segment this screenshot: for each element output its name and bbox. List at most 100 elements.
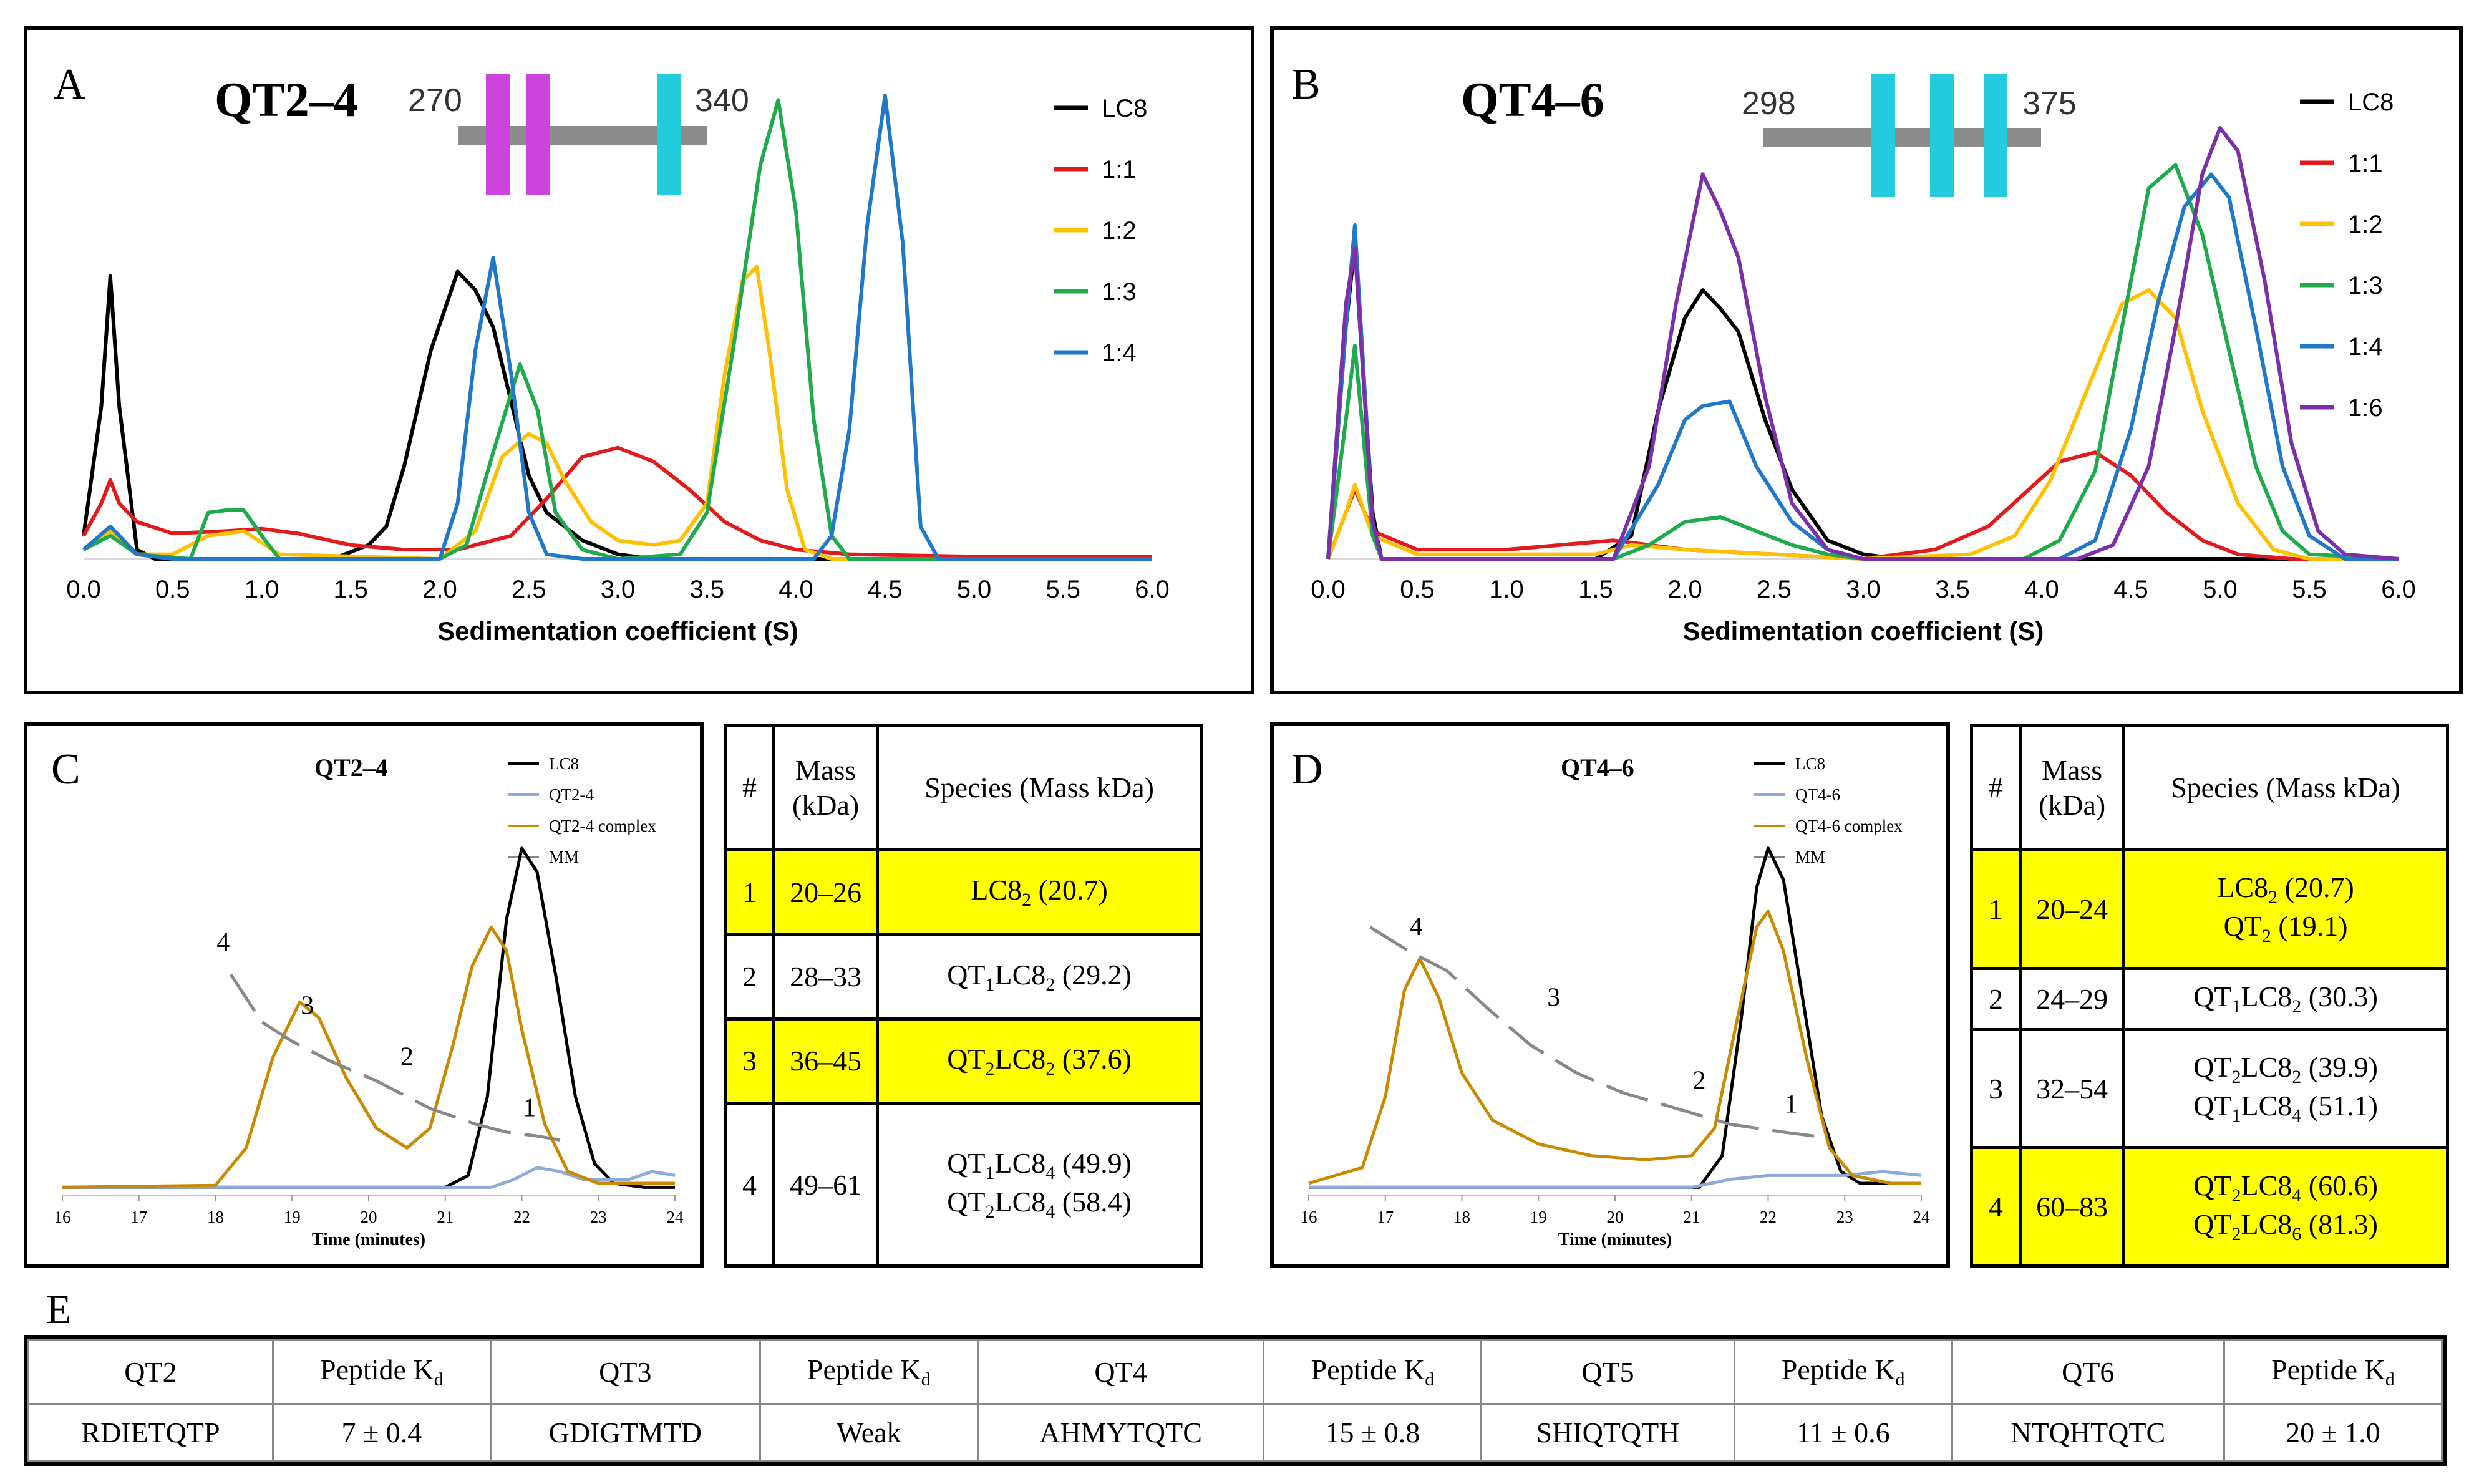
schema-motif-box — [657, 74, 681, 195]
schema-start: 270 — [408, 82, 462, 119]
legend-entry: QT2-4 — [549, 785, 594, 804]
peptide-table-frame — [24, 1335, 2447, 1466]
peak-label: 3 — [1547, 984, 1560, 1012]
panel-e-letter: E — [46, 1287, 72, 1332]
table-row: 4 49–61 QT1LC84 (49.9) QT2LC84 (58.4) — [723, 1102, 1203, 1268]
legend-entry: QT4-6 complex — [1795, 817, 1903, 835]
series-line-1-1 — [82, 445, 1152, 559]
row-mass: 28–33 — [772, 933, 880, 1021]
x-tick-label: 0.0 — [66, 576, 101, 603]
row-mass: 32–54 — [2019, 1027, 2126, 1150]
row-mass: 60–83 — [2019, 1146, 2126, 1268]
x-tick-label: 23 — [1836, 1208, 1853, 1226]
series-line-lc8 — [82, 269, 1152, 561]
panel-d-title: QT4–6 — [1561, 754, 1634, 782]
row-species: QT2LC82 (37.6) — [876, 1017, 1203, 1105]
x-tick-label: 24 — [667, 1208, 684, 1226]
legend-entry: 1:1 — [1102, 156, 1137, 183]
table-row: 2 24–29 QT1LC82 (30.3) — [1969, 966, 2449, 1031]
table-row: 1 20–26 LC82 (20.7) — [723, 848, 1203, 936]
x-axis-label: Sedimentation coefficient (S) — [437, 616, 798, 646]
x-tick-label: 0.5 — [155, 576, 190, 603]
x-tick-label: 21 — [1683, 1208, 1700, 1226]
x-tick-label: 17 — [130, 1208, 147, 1226]
x-tick-label: 2.0 — [422, 576, 457, 603]
legend-c: LC8 QT2-4 QT2-4 complex MM — [508, 754, 656, 866]
row-mass: 20–24 — [2019, 848, 2126, 970]
peptide-sequence: AHMYTQTC — [976, 1403, 1265, 1462]
table-row: 3 36–45 QT2LC82 (37.6) — [723, 1017, 1203, 1105]
row-species: QT1LC84 (49.9) QT2LC84 (58.4) — [876, 1102, 1203, 1268]
panel-c: C QT2–4 LC8 QT2-4 QT2-4 complex MM 16 17 18 19… — [24, 722, 704, 1268]
row-species: QT1LC82 (30.3) — [2122, 966, 2449, 1031]
row-species: QT1LC82 (29.2) — [876, 933, 1203, 1021]
table-row: 3 32–54 QT2LC82 (39.9) QT1LC84 (51.1) — [1969, 1027, 2449, 1150]
panel-c-title: QT2–4 — [314, 754, 388, 782]
x-tick-label: 4.5 — [2113, 576, 2148, 603]
schema-end: 375 — [2022, 85, 2077, 122]
peak-label: 2 — [400, 1042, 414, 1071]
x-tick-label: 22 — [1760, 1208, 1777, 1226]
peptide-name: QT5 — [1480, 1338, 1735, 1405]
x-tick-label: 5.5 — [1045, 576, 1080, 603]
series-line-qt2-4-complex — [62, 925, 675, 1189]
peptide-kd: 11 ± 0.6 — [1733, 1403, 1953, 1462]
panel-d-chart: D QT4–6 LC8 QT4-6 QT4-6 complex MM 16 17 18 19… — [1291, 745, 1930, 1249]
peptide-sequence: GDIGTMTD — [489, 1403, 761, 1462]
kd-header: Peptide Kd — [1733, 1338, 1953, 1405]
series-line-1-1 — [1326, 450, 2399, 561]
x-tick-label: 3.5 — [689, 576, 724, 603]
x-tick-label: 19 — [1530, 1208, 1547, 1226]
row-mass: 20–26 — [772, 848, 880, 936]
legend-entry: 1:6 — [2348, 394, 2383, 422]
row-species: LC82 (20.7) QT2 (19.1) — [2122, 848, 2449, 970]
x-tick-label: 2.5 — [512, 576, 546, 603]
x-axis-label: Time (minutes) — [1558, 1230, 1672, 1249]
series-line-1-2 — [1326, 288, 2399, 561]
kd-header: Peptide Kd — [759, 1338, 979, 1405]
table-header-cell: Species (Mass kDa) — [2122, 724, 2449, 851]
legend-entry: QT4-6 — [1795, 785, 1840, 804]
x-tick-label: 22 — [513, 1208, 530, 1226]
peak-label: 2 — [1693, 1066, 1706, 1095]
schema-motif-box — [1871, 74, 1895, 197]
x-tick-label: 5.0 — [957, 576, 992, 603]
row-number: 4 — [1969, 1146, 2022, 1268]
x-tick-label: 1.5 — [1578, 576, 1613, 603]
peak-label: 4 — [216, 928, 230, 957]
x-tick-label: 6.0 — [1135, 576, 1170, 603]
x-tick-label: 18 — [1453, 1208, 1470, 1226]
panel-c-chart: C QT2–4 LC8 QT2-4 QT2-4 complex MM 16 17 18 19… — [51, 745, 684, 1249]
table-header-cell: Mass (kDa) — [772, 724, 880, 851]
panel-d-letter: D — [1291, 745, 1323, 793]
species-table-d: # Mass (kDa) Species (Mass kDa) 1 20–24 LC82 … — [1969, 724, 2449, 1268]
table-header-cell: Mass (kDa) — [2019, 724, 2126, 851]
table-row: 1 20–24 LC82 (20.7) QT2 (19.1) — [1969, 848, 2449, 970]
schema-start: 298 — [1742, 85, 1796, 122]
plot-a: 0.0 0.5 1.0 1.5 2.0 2.5 3.0 3.5 4.0 4.5 5.0 5.5 6.0 S… — [66, 94, 1170, 646]
x-tick-label: 3.0 — [1846, 576, 1881, 603]
species-table-c: # Mass (kDa) Species (Mass kDa) 1 20–26 LC82 … — [723, 724, 1203, 1268]
x-tick-label: 3.5 — [1935, 576, 1970, 603]
x-tick-label: 5.5 — [2292, 576, 2327, 603]
peptide-name: QT6 — [1951, 1338, 2225, 1405]
row-number: 1 — [723, 848, 776, 936]
panel-a-title: QT2–4 — [215, 72, 358, 127]
row-number: 2 — [723, 933, 776, 1021]
legend-entry: LC8 — [1795, 754, 1825, 773]
table-row: 4 60–83 QT2LC84 (60.6) QT2LC86 (81.3) — [1969, 1146, 2449, 1268]
legend-entry: 1:1 — [2348, 150, 2383, 177]
row-number: 1 — [1969, 848, 2022, 970]
x-tick-label: 5.0 — [2203, 576, 2238, 603]
row-number: 3 — [1969, 1027, 2022, 1150]
legend-d: LC8 QT4-6 QT4-6 complex MM — [1754, 754, 1903, 866]
peak-label: 1 — [523, 1094, 536, 1123]
schema-end: 340 — [695, 82, 749, 119]
x-tick-label: 3.0 — [601, 576, 636, 603]
legend-entry: 1:4 — [1102, 339, 1137, 367]
row-number: 2 — [1969, 966, 2022, 1031]
legend-entry: QT2-4 complex — [549, 817, 656, 835]
table-header-row: # Mass (kDa) Species (Mass kDa) — [1969, 724, 2449, 851]
peptide-name: QT3 — [489, 1338, 761, 1405]
